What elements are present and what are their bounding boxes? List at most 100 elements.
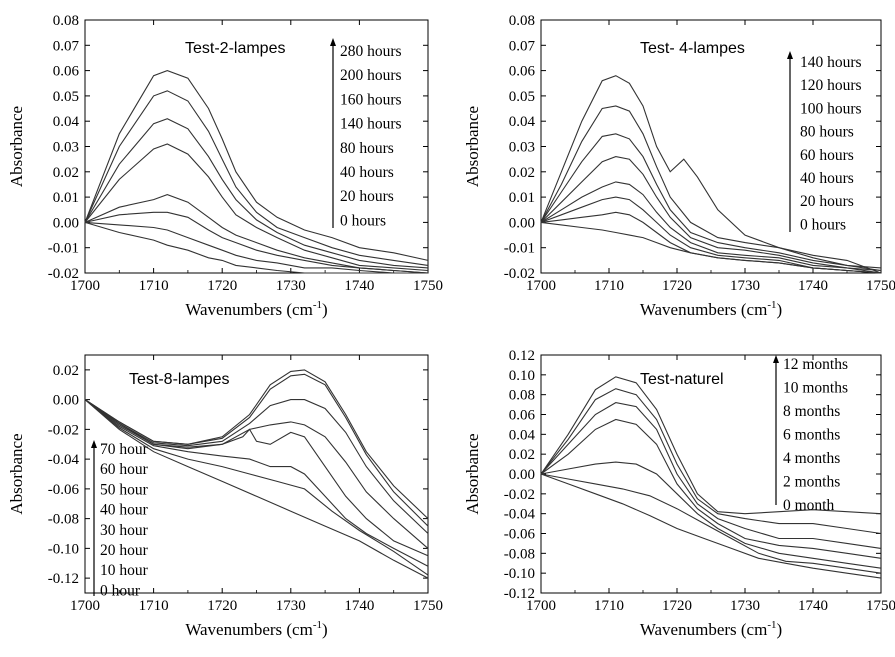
legend-entry: 6 months [783,427,840,444]
legend-entry: 0 hours [340,212,386,229]
y-tick-label: 0.02 [53,363,79,379]
series-line-3 [540,133,882,272]
x-tick-label: 1750 [866,278,895,294]
series-line-2 [540,105,882,269]
x-axis-label-end: ) [777,300,783,319]
series-line-8 [84,399,429,579]
series-line-5 [540,461,882,569]
legend-entry: 60 hours [800,147,854,164]
y-tick-label: 0.08 [509,388,535,404]
y-tick-label: -0.04 [504,507,536,523]
x-tick-label: 1740 [344,278,374,294]
legend-entry: 50 hour [100,481,149,498]
y-tick-label: -0.08 [48,512,79,528]
y-tick-label: -0.02 [48,422,79,438]
legend-entry: 120 hours [800,77,862,94]
series-line-5 [84,194,429,274]
y-tick-label: 0.00 [509,215,535,231]
legend-arrow-head [330,38,336,46]
x-tick-label: 1710 [139,598,169,614]
x-axis-label-main: Wavenumbers (cm [185,300,313,319]
series-line-7 [84,221,428,274]
legend-entry: 0 month [783,497,834,514]
series-line-4 [84,143,429,272]
x-tick-label: 1740 [798,278,828,294]
x-tick-label: 1710 [594,278,624,294]
x-tick-label: 1740 [344,598,374,614]
series-line-3 [84,399,429,534]
panel-title: Test-2-lampes [185,40,285,57]
legend-entry: 8 months [783,403,840,420]
series-line-1 [84,70,429,261]
x-tick-label: 1730 [730,598,760,614]
x-tick-label: 1720 [207,278,237,294]
legend-entry: 160 hours [340,91,402,108]
y-tick-label: 0.02 [509,165,535,181]
x-axis-label-sup: -1 [313,619,322,631]
y-tick-label: 0.01 [53,190,79,206]
series-line-2 [84,90,429,266]
legend-entry: 280 hours [340,43,402,60]
x-tick-label: 1710 [594,598,624,614]
x-tick-label: 1700 [70,278,100,294]
y-tick-label: 0.05 [509,89,535,105]
series-line-6 [540,473,882,574]
series-line-3 [540,402,882,549]
x-axis-label-sup: -1 [767,619,776,631]
legend-entry: 0 hours [800,216,846,233]
series-line-6 [540,196,882,274]
y-tick-label: 0.00 [53,215,79,231]
legend-arrow-head [91,440,97,448]
y-axis-label: Absorbance [463,433,482,514]
legend-arrow-head [787,51,793,59]
series-line-8 [84,221,428,274]
chart-panel-3: 1700 1710 1720 1730 1740 1750 -0.12 -0.10 -0.08 -… [7,354,443,639]
x-tick-label: 1750 [413,278,443,294]
y-tick-label: 0.07 [53,38,80,54]
x-axis-label: Wavenumbers (cm-1) [640,299,782,319]
legend-entry: 40 hour [100,502,149,519]
series-line-3 [84,118,429,269]
y-tick-label: 0.04 [509,427,536,443]
y-tick-label: -0.02 [504,266,535,282]
legend-entry: 30 hour [100,522,149,539]
y-axis-label: Absorbance [463,106,482,187]
legend-entry: 10 months [783,380,848,397]
legend-entry: 4 months [783,450,840,467]
series-line-6 [84,211,429,274]
series-line-7 [540,473,882,579]
y-tick-label: 0.06 [53,64,80,80]
y-tick-label: -0.02 [48,266,79,282]
y-tick-label: 0.06 [509,64,536,80]
legend-entry: 140 hours [800,54,862,71]
x-axis-label-end: ) [322,620,328,639]
x-tick-label: 1720 [662,598,692,614]
y-tick-label: 0.02 [509,447,535,463]
legend-entry: 0 hour [100,582,141,599]
legend-entry: 100 hours [800,100,862,117]
series-line-4 [540,418,882,559]
x-tick-label: 1740 [798,598,828,614]
legend-entry: 140 hours [340,116,402,133]
series-line-8 [540,221,882,274]
legend-entry: 2 months [783,474,840,491]
y-tick-label: -0.10 [48,541,79,557]
panel-title: Test- 4-lampes [640,40,745,57]
legend-entry: 12 months [783,356,848,373]
y-tick-label: -0.06 [504,527,536,543]
panel-title: Test-8-lampes [129,371,229,388]
x-axis-label-main: Wavenumbers (cm [640,300,768,319]
y-tick-label: -0.12 [504,586,535,602]
x-tick-label: 1720 [662,278,692,294]
y-tick-label: 0.03 [509,140,535,156]
x-tick-label: 1730 [276,278,306,294]
x-tick-label: 1700 [526,278,556,294]
y-tick-label: -0.12 [48,571,79,587]
x-tick-label: 1710 [139,278,169,294]
x-tick-label: 1720 [207,598,237,614]
y-tick-label: -0.01 [48,241,79,257]
x-axis-label-end: ) [777,620,783,639]
legend-entry: 20 hours [800,193,854,210]
chart-panel-1: 1700 1710 1720 1730 1740 1750 -0.02 -0.01 0.00 0.… [7,13,443,319]
